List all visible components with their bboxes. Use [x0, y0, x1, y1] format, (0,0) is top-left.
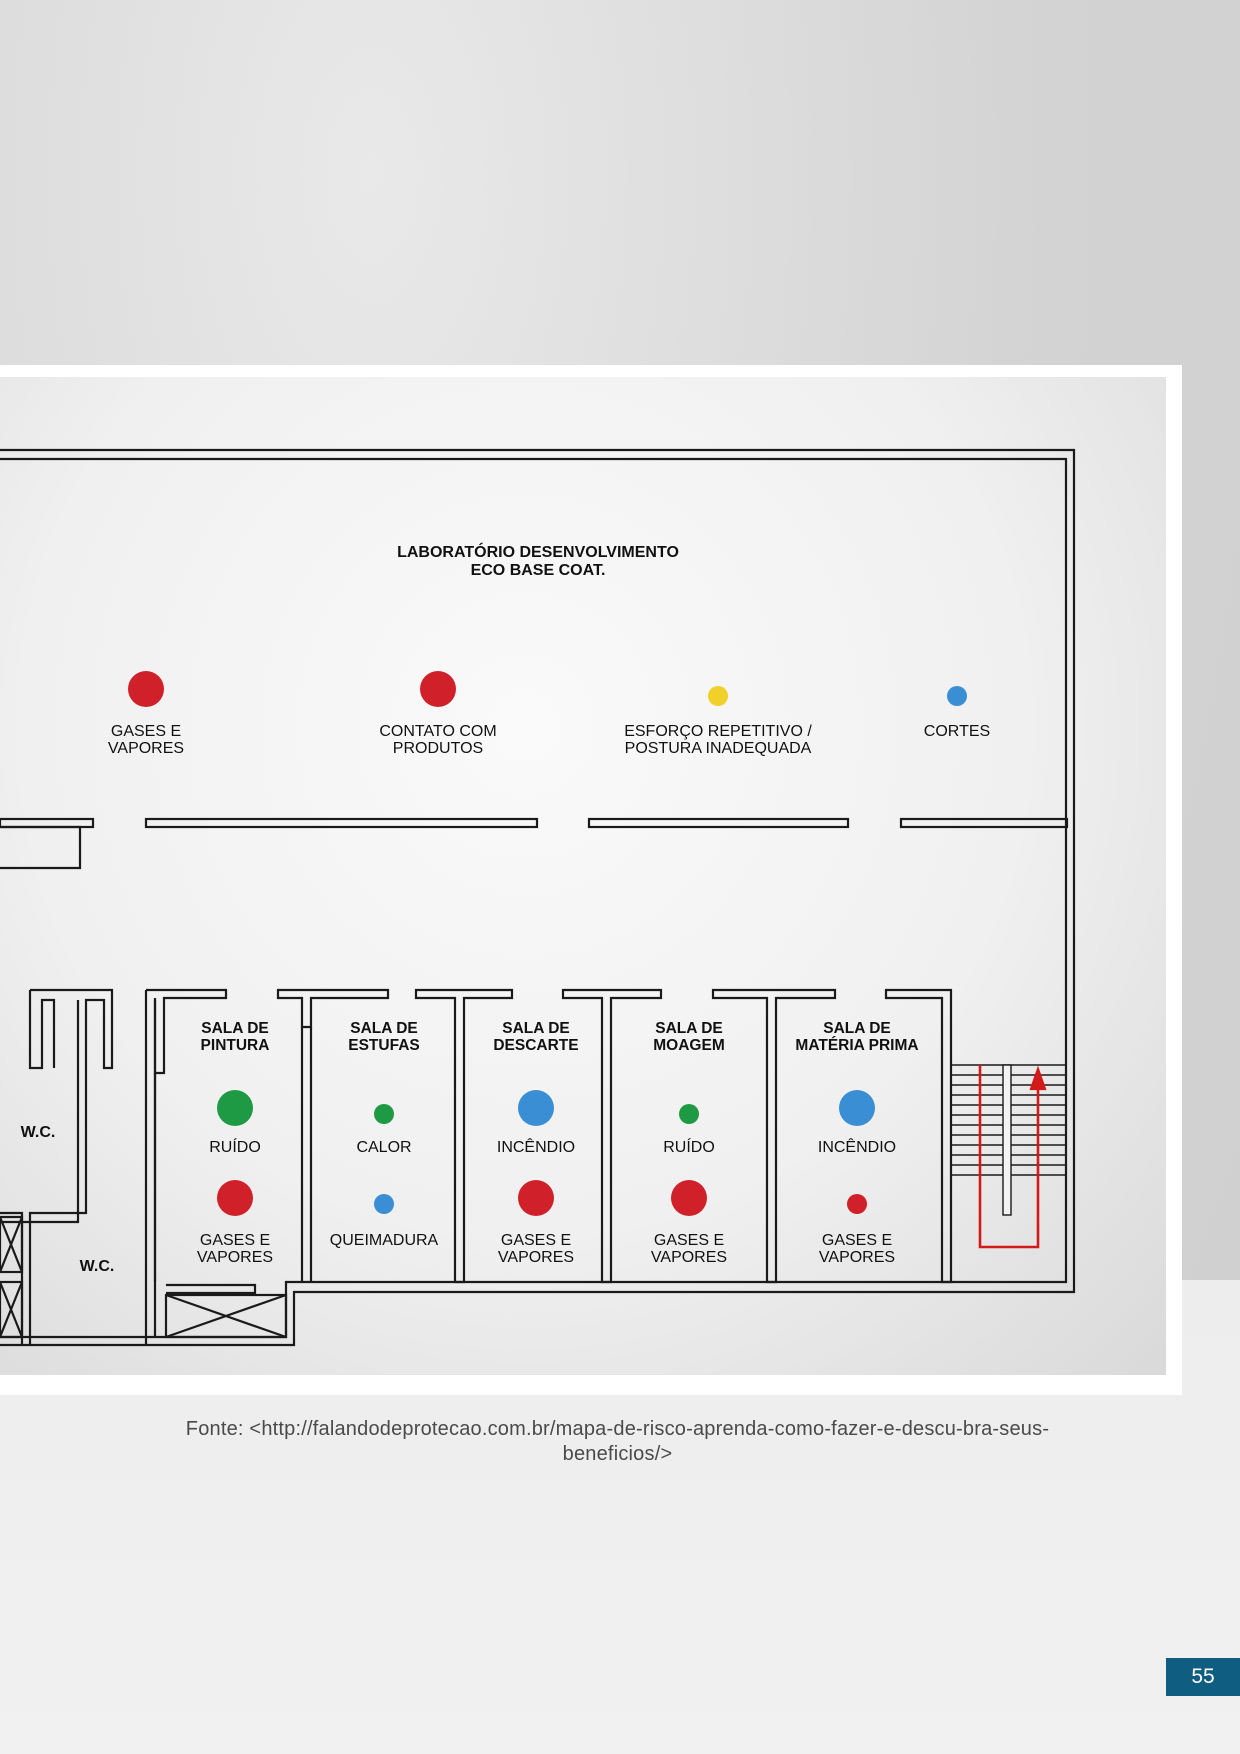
- room-risk2-circle-1: [217, 1180, 253, 1216]
- wc-label-1: W.C.: [21, 1124, 56, 1141]
- room-name2-5: MATÉRIA PRIMA: [795, 1037, 918, 1054]
- room-name2-4: MOAGEM: [653, 1037, 724, 1054]
- room-risk2-label-1: GASES E: [200, 1232, 270, 1249]
- room-risk1-label-1: RUÍDO: [209, 1137, 261, 1156]
- corridor-risk-label-1: GASES E: [111, 723, 181, 740]
- room-top-3: [414, 988, 514, 1284]
- room-top-4: [561, 988, 663, 1284]
- room-risk2-label2-1: VAPORES: [197, 1249, 273, 1266]
- staircase: [951, 1064, 1066, 1216]
- plan-title-line2: ECO BASE COAT.: [471, 562, 606, 579]
- wc-walls-2: [0, 1211, 24, 1345]
- plan-title-line1: LABORATÓRIO DESENVOLVIMENTO: [397, 542, 679, 561]
- room-risk2-label-4: GASES E: [654, 1232, 724, 1249]
- room-risk1-label-2: CALOR: [356, 1139, 411, 1156]
- corridor-risk-label-4: CORTES: [924, 723, 990, 740]
- room-risk2-circle-2: [374, 1194, 394, 1214]
- corridor-risk-label2-2: PRODUTOS: [393, 740, 483, 757]
- escape-arrow-head: [1029, 1065, 1047, 1091]
- room-risk2-circle-3: [518, 1180, 554, 1216]
- room-name-2: SALA DE: [350, 1020, 417, 1037]
- room-risk1-circle-4: [679, 1104, 699, 1124]
- corridor-risk-label2-1: VAPORES: [108, 740, 184, 757]
- room-wall-a: [300, 1027, 313, 1282]
- corridor-risk-label-2: CONTATO COM: [379, 723, 496, 740]
- room-risk2-label2-3: VAPORES: [498, 1249, 574, 1266]
- room-name2-2: ESTUFAS: [348, 1037, 419, 1054]
- corridor-risk-label-3: ESFORÇO REPETITIVO /: [624, 723, 812, 740]
- escape-route-arrow: [978, 1065, 1040, 1249]
- room-name-4: SALA DE: [655, 1020, 722, 1037]
- room-top-5: [711, 988, 837, 1284]
- room-name2-1: PINTURA: [201, 1037, 270, 1054]
- room-risk1-circle-2: [374, 1104, 394, 1124]
- room-risk2-label-2: QUEIMADURA: [330, 1232, 439, 1249]
- room-risk2-circle-4: [671, 1180, 707, 1216]
- corridor-risk-label2-3: POSTURA INADEQUADA: [625, 740, 812, 757]
- corridor-risk-circle-3: [708, 686, 728, 706]
- room-risk2-label-3: GASES E: [501, 1232, 571, 1249]
- room-risk1-label-3: INCÊNDIO: [497, 1137, 575, 1156]
- room-risk1-label-5: INCÊNDIO: [818, 1137, 896, 1156]
- room-name-1: SALA DE: [201, 1020, 268, 1037]
- wc-door: [28, 990, 56, 1070]
- corridor-left-box: [0, 825, 82, 870]
- room-risk1-circle-5: [839, 1090, 875, 1126]
- room-risk1-circle-1: [217, 1090, 253, 1126]
- corridor-wall-4: [899, 817, 1069, 829]
- wc-label-2: W.C.: [80, 1258, 115, 1275]
- corridor-wall-3: [587, 817, 850, 829]
- room-risk1-circle-3: [518, 1090, 554, 1126]
- figure-caption: Fonte: <http://falandodeprotecao.com.br/…: [185, 1418, 1050, 1465]
- corridor-wall-2: [144, 817, 539, 829]
- room-risk2-label2-4: VAPORES: [651, 1249, 727, 1266]
- corridor-risk-circle-1: [128, 671, 164, 707]
- wc-walls-3: [0, 1000, 80, 1224]
- wc-walls-1: [28, 988, 114, 1345]
- outer-wall: [0, 448, 1076, 1347]
- risk-map-floor-plan: LABORATÓRIO DESENVOLVIMENTO ECO BASE COA…: [0, 377, 1166, 1375]
- room-risk2-label-5: GASES E: [822, 1232, 892, 1249]
- corridor-risk-circle-4: [947, 686, 967, 706]
- corridor-wall-1: [0, 817, 95, 829]
- room-risk2-label2-5: VAPORES: [819, 1249, 895, 1266]
- room-risk1-label-4: RUÍDO: [663, 1137, 715, 1156]
- page-number: 55: [1166, 1658, 1240, 1696]
- room-risk2-circle-5: [847, 1194, 867, 1214]
- room-top-6: [884, 988, 953, 1284]
- room-name2-3: DESCARTE: [493, 1037, 578, 1054]
- floor-plan-svg: LABORATÓRIO DESENVOLVIMENTO ECO BASE COA…: [0, 448, 1076, 1347]
- corridor-risk-circle-2: [420, 671, 456, 707]
- room-name-3: SALA DE: [502, 1020, 569, 1037]
- room-name-5: SALA DE: [823, 1020, 890, 1037]
